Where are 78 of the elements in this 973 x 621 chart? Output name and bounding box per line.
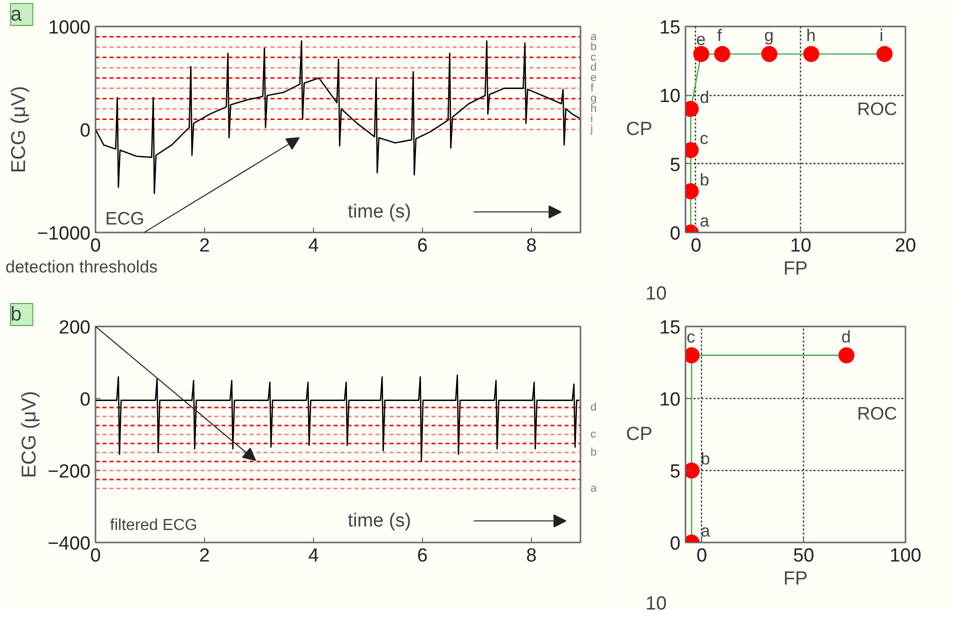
point bbox=[693, 46, 710, 62]
annotation: i bbox=[880, 26, 884, 45]
x-tick-label: 8 bbox=[526, 236, 537, 256]
y-tick-label: 0 bbox=[80, 390, 91, 410]
annotation: e bbox=[696, 30, 706, 49]
x-tick-label: 0 bbox=[696, 546, 708, 566]
y-tick-label: 15 bbox=[659, 318, 681, 338]
ref-line-label: b bbox=[590, 41, 597, 54]
x-tick-label: 2 bbox=[199, 236, 210, 256]
ref-line-label: d bbox=[590, 62, 597, 74]
x-tick-label: 10 bbox=[790, 236, 812, 256]
annotation: ROC bbox=[857, 99, 898, 120]
annotation: a bbox=[700, 212, 710, 230]
x-tick-label: 0 bbox=[690, 236, 702, 256]
ref-line-label: e bbox=[590, 72, 597, 84]
y-tick-label: −200 bbox=[48, 462, 90, 482]
y-axis-title: CP bbox=[626, 424, 652, 445]
x-tick-label: 2 bbox=[199, 546, 210, 566]
annotation: ECG bbox=[105, 208, 144, 228]
point bbox=[761, 46, 778, 62]
y-tick-label: 15 bbox=[659, 18, 681, 38]
text: detection thresholds bbox=[6, 258, 158, 276]
y-tick-label: −1000 bbox=[37, 224, 91, 244]
y-tick-label: −400 bbox=[48, 534, 90, 554]
annotation: d bbox=[841, 327, 851, 346]
y-tick-label: 200 bbox=[58, 318, 90, 338]
x-tick-label: 100 bbox=[890, 546, 922, 566]
line-series bbox=[96, 40, 580, 194]
annotation: filtered ECG bbox=[110, 516, 198, 534]
annotation: f bbox=[717, 26, 722, 45]
ref-line-label: f bbox=[590, 82, 594, 94]
annotation: d bbox=[700, 88, 710, 107]
annotation: c bbox=[700, 129, 709, 148]
line-series bbox=[96, 374, 580, 462]
annotation: ROC bbox=[857, 404, 898, 424]
annotation: c bbox=[686, 327, 696, 346]
x-tick-label: 8 bbox=[526, 546, 537, 566]
ref-line-label: b bbox=[590, 446, 597, 458]
y-tick-label: 0 bbox=[80, 120, 91, 142]
annotation: a bbox=[700, 522, 711, 540]
ref-line-label: j bbox=[590, 124, 593, 136]
ref-line-label: c bbox=[590, 428, 596, 440]
ref-line-label: c bbox=[590, 51, 596, 64]
annotation: b bbox=[700, 450, 710, 468]
point bbox=[803, 46, 820, 62]
y-tick-label: 10 bbox=[659, 390, 681, 410]
x-tick-label: 4 bbox=[308, 236, 320, 256]
text: 10 bbox=[646, 284, 667, 304]
x-tick-label: 6 bbox=[417, 546, 428, 566]
annotation: h bbox=[806, 26, 816, 45]
ref-line-label: i bbox=[590, 113, 593, 126]
annotation: g bbox=[764, 26, 774, 45]
y-tick-label: 5 bbox=[670, 462, 681, 482]
x-tick-label: 20 bbox=[894, 236, 916, 256]
x-tick-label: 4 bbox=[308, 546, 320, 566]
x-axis-title: FP bbox=[783, 258, 808, 280]
ref-line-label: g bbox=[590, 92, 597, 105]
y-tick-label: 1000 bbox=[48, 18, 91, 38]
x-tick-label: 50 bbox=[793, 546, 814, 566]
ref-line-label: a bbox=[590, 482, 598, 494]
y-tick-label: 5 bbox=[670, 154, 681, 176]
x-axis-title: time (s) bbox=[348, 201, 412, 222]
text: 10 bbox=[646, 594, 667, 614]
x-axis-title: FP bbox=[783, 568, 808, 590]
y-tick-label: 10 bbox=[659, 86, 681, 108]
text: b bbox=[10, 304, 22, 326]
ref-line-label: d bbox=[590, 402, 597, 414]
y-axis-title: ECG (μV) bbox=[18, 390, 41, 478]
y-axis-title: ECG (μV) bbox=[8, 86, 30, 174]
x-tick-label: 6 bbox=[417, 236, 428, 256]
point bbox=[876, 46, 893, 62]
ref-line-label: h bbox=[590, 102, 597, 115]
ref-line-label: a bbox=[590, 30, 598, 43]
annotation: b bbox=[700, 170, 710, 190]
text: a bbox=[10, 4, 22, 26]
y-axis-title: CP bbox=[626, 119, 652, 140]
point bbox=[714, 46, 730, 62]
x-axis-title: time (s) bbox=[348, 510, 412, 532]
